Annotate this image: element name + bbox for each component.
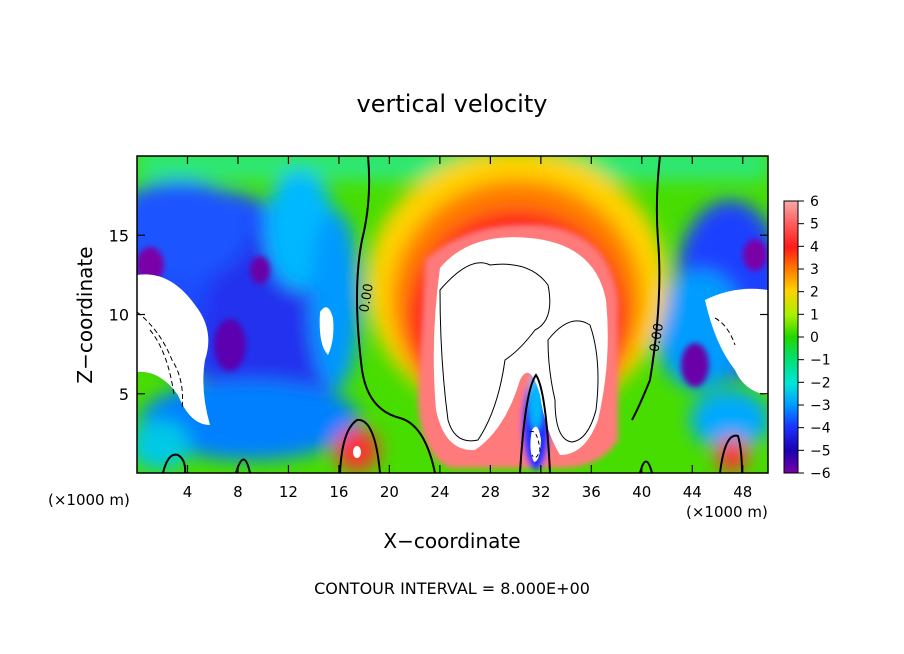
colorbar-bar — [783, 200, 799, 474]
x-unit-right: (×1000 m) — [686, 503, 768, 521]
y-axis-label: Z−coordinate — [73, 246, 97, 383]
y-tick-label: 15 — [109, 226, 129, 245]
zero-contour-left — [356, 156, 436, 473]
x-axis-label: X−coordinate — [383, 529, 520, 553]
x-tick-label: 36 — [582, 483, 601, 501]
left-white-patch — [137, 274, 210, 425]
y-axis-ticks: 5 10 15 — [109, 226, 768, 404]
velocity-field — [137, 156, 768, 473]
zero-contour-right — [631, 156, 661, 421]
colorbar-tick-label: −5 — [810, 443, 831, 459]
x-tick-label: 20 — [380, 483, 399, 501]
inner-contour-2 — [547, 320, 599, 443]
colorbar-tick-label: 5 — [810, 217, 819, 233]
colorbar-tick-label: −3 — [810, 398, 831, 414]
x-tick-label: 4 — [183, 483, 193, 501]
contours — [137, 156, 743, 473]
x-tick-label: 32 — [531, 483, 550, 501]
x-tick-label: 16 — [329, 483, 348, 501]
x-tick-label: 24 — [430, 483, 449, 501]
x-tick-label: 48 — [733, 483, 752, 501]
colorbar-tick-label: 2 — [810, 285, 819, 301]
x-tick-label: 28 — [481, 483, 500, 501]
colorbar: 6 5 4 3 2 1 0 −1 −2 −3 −4 −5 −6 — [783, 194, 831, 482]
contour-interval-note: CONTOUR INTERVAL = 8.000E+00 — [314, 579, 590, 598]
colorbar-tick-label: −6 — [810, 466, 831, 482]
colorbar-tick-label: −1 — [810, 353, 831, 369]
x-tick-label: 40 — [632, 483, 651, 501]
colorbar-ticks: 6 5 4 3 2 1 0 −1 −2 −3 −4 −5 −6 — [798, 194, 831, 482]
contour-label: 0.00 — [357, 282, 377, 313]
x-tick-label: 8 — [233, 483, 243, 501]
colorbar-tick-label: 1 — [810, 307, 819, 323]
x-tick-label: 44 — [683, 483, 702, 501]
x-axis-ticks: 4 8 12 16 20 24 28 32 36 40 44 48 — [183, 156, 752, 501]
y-tick-label: 10 — [109, 306, 129, 325]
colorbar-tick-label: 6 — [810, 194, 819, 210]
contour-labels: 0.00 0.00 — [357, 282, 667, 353]
right-white-patch — [705, 288, 768, 395]
chart-title: vertical velocity — [357, 90, 548, 118]
y-tick-label: 5 — [119, 385, 129, 404]
x-tick-label: 12 — [279, 483, 298, 501]
colorbar-tick-label: −2 — [810, 375, 831, 391]
colorbar-tick-label: 3 — [810, 262, 819, 278]
x-unit-left: (×1000 m) — [48, 491, 130, 509]
colorbar-tick-label: 0 — [810, 330, 819, 346]
contour-label: 0.00 — [647, 322, 667, 353]
inner-contour-1 — [439, 262, 551, 442]
colorbar-tick-label: 4 — [810, 239, 819, 255]
colorbar-tick-label: −4 — [810, 421, 831, 437]
